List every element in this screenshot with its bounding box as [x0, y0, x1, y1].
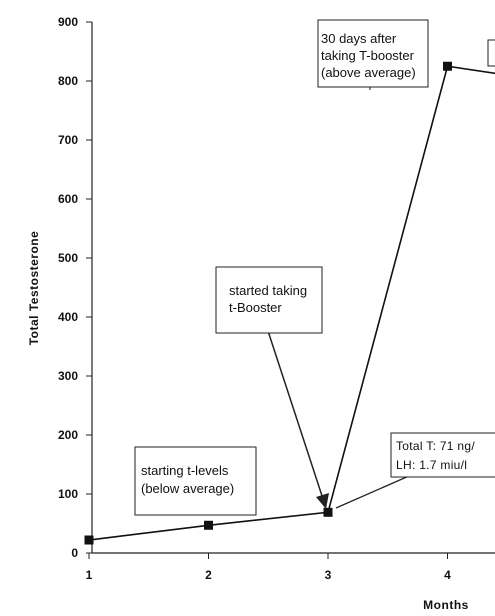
y-tick-label: 300: [58, 369, 78, 383]
annotation-started-taking: started taking t-Booster: [215, 266, 323, 334]
arrow-head-started-taking: [316, 493, 329, 509]
annotation-total-t: Total T: 71 ng/ LH: 1.7 miu/l: [390, 432, 495, 478]
annotation-line: 30 days after: [321, 31, 397, 46]
data-point-marker: [323, 507, 333, 517]
y-ticks: 0 100 200 300 400 500 600 700 800 900: [58, 15, 92, 560]
annotation-line: LH: 1.7 miu/l: [396, 458, 467, 472]
y-tick-label: 100: [58, 487, 78, 501]
y-tick-label: 700: [58, 133, 78, 147]
x-tick-label: 1: [86, 568, 93, 582]
data-point-marker: [443, 61, 452, 71]
arrow-started-taking: [267, 330, 326, 506]
y-tick-label: 0: [71, 546, 78, 560]
annotation-line: Total T: 71 ng/: [396, 439, 475, 453]
annotation-line: t-Booster: [229, 300, 282, 315]
y-tick-label: 200: [58, 428, 78, 442]
annotation-line: (above average): [321, 65, 416, 80]
x-tick-label: 4: [444, 568, 451, 582]
data-point-marker: [204, 520, 213, 530]
annotation-line: (below average): [141, 481, 234, 496]
y-axis-title: Total Testosterone: [27, 231, 41, 346]
data-point-marker: [84, 535, 94, 545]
axes: [91, 22, 495, 554]
annotation-line: started taking: [229, 283, 307, 298]
x-tick-label: 3: [325, 568, 332, 582]
annotation-cropped-box: [487, 39, 495, 67]
y-tick-label: 800: [58, 74, 78, 88]
y-tick-label: 900: [58, 15, 78, 29]
y-tick-label: 600: [58, 192, 78, 206]
series-testosterone: [84, 61, 495, 545]
x-axis-title: Months: [423, 598, 469, 612]
y-tick-label: 400: [58, 310, 78, 324]
annotation-30-days: 30 days after taking T-booster (above av…: [317, 19, 429, 88]
annotation-line: taking T-booster: [321, 48, 415, 63]
annotation-line: starting t-levels: [141, 463, 229, 478]
y-tick-label: 500: [58, 251, 78, 265]
x-tick-label: 2: [205, 568, 212, 582]
x-ticks: 1 2 3 4: [86, 553, 451, 582]
annotation-starting-levels: starting t-levels (below average): [134, 446, 257, 516]
